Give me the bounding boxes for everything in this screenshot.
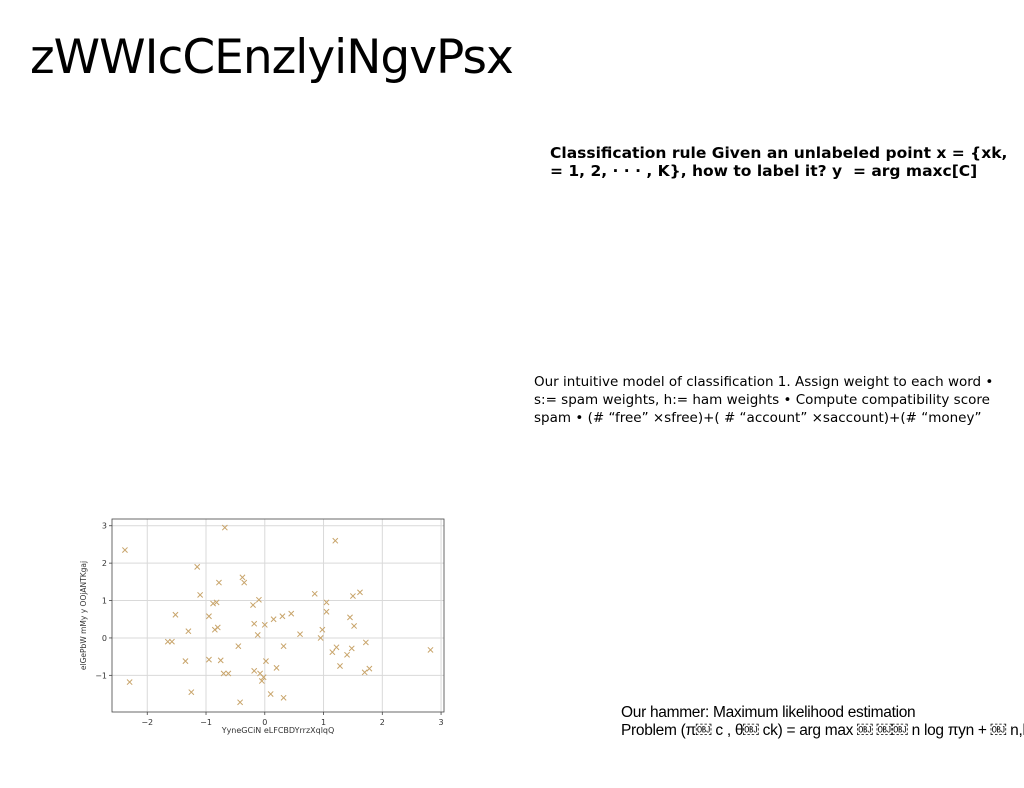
scatter-point <box>258 678 265 684</box>
scatter-point <box>215 579 222 586</box>
scatter-point <box>329 649 336 656</box>
scatter-point <box>323 599 330 606</box>
scatter-point <box>237 699 244 706</box>
scatter-point <box>172 611 179 618</box>
scatter-point <box>267 691 274 698</box>
scatter-point <box>280 643 287 650</box>
y-tick-label: 0 <box>102 634 107 643</box>
scatter-point <box>221 524 228 531</box>
scatter-point <box>213 599 220 606</box>
y-tick-label: −1 <box>95 671 107 680</box>
scatter-point <box>270 616 277 623</box>
scatter-point <box>362 639 369 646</box>
scatter-point <box>217 657 224 664</box>
scatter-point <box>254 631 261 638</box>
y-axis-label: elGePbW mMy y OOjANTKgaj <box>79 561 88 670</box>
scatter-point <box>250 602 256 608</box>
x-tick-label: −1 <box>200 718 212 727</box>
scatter-point <box>344 651 350 658</box>
classification-rule-line-2: = 1, 2, · · · , K}, how to label it? y ￼… <box>550 162 978 180</box>
plot-frame <box>111 518 445 713</box>
scatter-point <box>427 646 434 653</box>
scatter-point <box>311 590 318 597</box>
scatter-point <box>239 574 246 581</box>
mle-line-1: Our hammer: Maximum likelihood estimatio… <box>621 704 916 721</box>
scatter-point <box>235 643 242 650</box>
scatter-point <box>273 664 280 671</box>
scatter-point <box>323 608 330 615</box>
scatter-point <box>255 596 262 603</box>
x-tick-label: −2 <box>141 718 153 727</box>
scatter-point <box>260 674 267 681</box>
scatter-point <box>357 589 363 596</box>
mle-text: Our hammer: Maximum likelihood estimatio… <box>621 704 1024 744</box>
intuitive-model-text: Our intuitive model of classification 1.… <box>534 373 1024 433</box>
x-tick-label: 3 <box>439 718 444 727</box>
scatter-point <box>317 634 324 641</box>
scatter-point <box>182 658 189 665</box>
x-axis-label: YyneGCiN eLFCBDYrrzXqlqQ <box>221 726 335 735</box>
scatter-point <box>263 658 269 665</box>
scatter-point <box>194 563 201 570</box>
scatter-point <box>214 624 221 631</box>
mle-line-2: Problem (π￼ c , θ￼ ck) = arg max ￼ ￼￼ n … <box>621 722 1024 739</box>
y-tick-label: 1 <box>102 597 107 606</box>
scatter-point <box>220 670 227 677</box>
scatter-point <box>225 670 232 677</box>
x-tick-label: 0 <box>262 718 267 727</box>
scatter-point <box>206 656 212 663</box>
scatter-point <box>319 626 326 633</box>
intuitive-model-line-2: s:= spam weights, h:= ham weights • Comp… <box>534 392 990 408</box>
intuitive-model-line-3: spam • (# “free” ×sfree)+( # “account” ×… <box>534 410 982 426</box>
scatter-point <box>348 645 355 652</box>
scatter-point <box>197 591 204 598</box>
scatter-point <box>279 613 286 620</box>
scatter-point <box>261 621 268 628</box>
scatter-point <box>251 667 258 674</box>
classification-rule-text: Classification rule Given an unlabeled p… <box>550 144 1024 184</box>
scatter-point <box>349 593 356 600</box>
scatter-point <box>366 665 373 672</box>
scatter-point <box>337 663 343 669</box>
scatter-point <box>361 669 368 676</box>
classification-rule-line-1: Classification rule Given an unlabeled p… <box>550 144 1008 162</box>
scatter-point <box>188 689 195 696</box>
scatter-point <box>185 628 192 635</box>
scatter-point <box>333 644 340 651</box>
scatter-point <box>332 537 339 544</box>
scatter-point <box>297 631 303 638</box>
x-tick-label: 1 <box>321 718 326 727</box>
scatter-point <box>168 638 175 645</box>
intuitive-model-line-1: Our intuitive model of classification 1.… <box>534 374 994 390</box>
scatter-point <box>251 620 258 627</box>
y-tick-label: 3 <box>102 522 107 531</box>
scatter-point <box>288 610 295 617</box>
y-tick-label: 2 <box>102 559 107 568</box>
scatter-point <box>280 694 287 701</box>
scatter-point <box>206 613 212 620</box>
plot-area <box>112 519 444 712</box>
scatter-point <box>126 679 133 686</box>
x-tick-label: 2 <box>380 718 385 727</box>
scatter-chart: −2 −1 0 1 2 3 −1 0 1 2 3 YyneGCiN eLFCBDYrrzXqlqQ el… <box>79 518 445 735</box>
scatter-point <box>241 579 248 586</box>
slide-title: zWWIcCEnzlyiNgvPsx <box>30 30 514 85</box>
scatter-point <box>347 614 353 621</box>
scatter-point <box>210 600 217 607</box>
scatter-point <box>121 547 128 553</box>
scatter-point <box>351 623 358 629</box>
